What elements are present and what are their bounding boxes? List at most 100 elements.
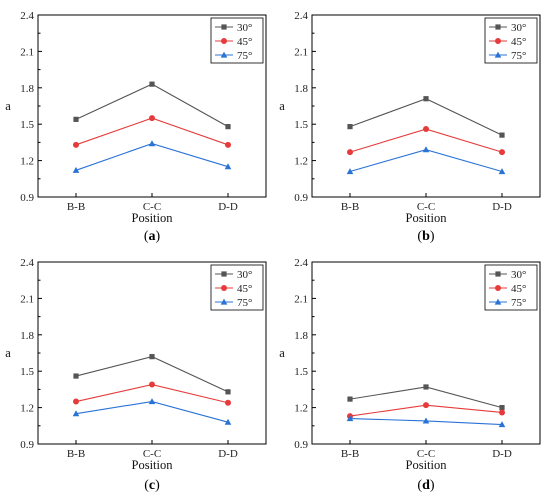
legend-marker [494,51,502,58]
legend-marker [220,298,228,305]
x-axis-title: Position [406,211,448,225]
y-tick-label: 1.5 [294,119,308,131]
panel-label: (b) [417,229,434,244]
y-tick-label: 2.1 [20,293,34,305]
y-tick-label: 0.9 [20,192,34,204]
data-point [422,417,430,424]
y-tick-label: 1.5 [20,366,34,378]
legend-label: 30° [237,269,252,281]
chart-panel-3: 0.9 1.2 1.5 1.8 2.1 2.4 B-B C-C D-D Position a 30° 4… [5,257,267,493]
data-point [225,399,231,406]
series-line-3 [75,143,229,171]
legend-marker [495,271,501,277]
y-axis-title: a [279,99,285,113]
data-point [72,166,80,173]
y-tick-label: 1.8 [294,83,308,95]
data-point [149,81,155,87]
chart-panel-1: 0.9 1.2 1.5 1.8 2.1 2.4 B-B C-C D-D Position a 30° 4… [5,10,267,244]
x-tick-label: C-C [143,201,161,213]
y-axis-title: a [5,99,11,113]
y-tick-label: 1.2 [20,156,34,168]
data-point [225,389,231,395]
data-point [73,141,79,148]
data-point [422,146,430,153]
data-point [347,396,353,402]
data-point [423,126,429,133]
data-point [225,141,231,148]
x-axis-title: Position [132,211,174,225]
y-axis-title: a [5,346,11,360]
legend-marker [495,285,501,291]
y-tick-label: 2.1 [294,46,308,58]
data-point [73,116,79,122]
series-line-3 [349,149,503,173]
data-point [148,140,156,147]
legend-label: 45° [237,36,252,48]
data-point [149,115,155,122]
data-point [72,410,80,417]
data-point [347,149,353,156]
x-tick-label: D-D [492,201,512,213]
legend-label: 75° [511,297,526,309]
x-tick-label: B-B [341,201,359,213]
data-point [499,132,505,138]
legend-marker [221,38,227,44]
legend-marker [221,271,227,277]
legend-marker [221,285,227,291]
x-tick-label: C-C [417,448,435,460]
data-point [499,149,505,156]
data-point [224,163,232,170]
y-tick-label: 2.1 [294,293,308,305]
y-tick-label: 1.8 [20,83,34,95]
legend-marker [494,298,502,305]
series-line-3 [75,400,229,423]
y-axis-title: a [279,346,285,360]
legend-label: 75° [237,50,252,62]
y-tick-label: 2.4 [294,10,308,22]
data-point [346,168,354,175]
x-tick-label: B-B [67,448,85,460]
data-point [225,124,231,130]
x-axis-title: Position [132,458,174,472]
legend-label: 45° [511,283,526,295]
y-tick-label: 2.4 [20,257,34,269]
data-point [423,384,429,390]
data-point [224,418,232,425]
x-tick-label: D-D [492,448,512,460]
x-tick-label: D-D [218,201,238,213]
y-tick-label: 1.5 [294,366,308,378]
legend-label: 75° [511,50,526,62]
data-point [423,96,429,102]
y-tick-label: 0.9 [294,192,308,204]
legend-label: 30° [511,22,526,34]
y-tick-label: 1.5 [20,119,34,131]
data-point [347,124,353,130]
legend-label: 45° [511,36,526,48]
legend-label: 75° [237,297,252,309]
data-point [149,354,155,360]
x-tick-label: C-C [417,201,435,213]
y-tick-label: 1.2 [294,403,308,415]
y-tick-label: 1.8 [20,330,34,342]
data-point [149,381,155,388]
legend-marker [495,38,501,44]
legend-marker [495,24,501,30]
panel-label: (c) [144,478,160,493]
y-tick-label: 0.9 [20,439,34,451]
legend-label: 45° [237,283,252,295]
x-tick-label: B-B [67,201,85,213]
y-tick-label: 0.9 [294,439,308,451]
x-tick-label: C-C [143,448,161,460]
y-tick-label: 1.2 [20,403,34,415]
y-tick-label: 2.4 [294,257,308,269]
legend-label: 30° [511,269,526,281]
panel-label: (d) [417,478,434,493]
legend-marker [221,24,227,30]
x-tick-label: B-B [341,448,359,460]
data-point [423,402,429,409]
x-tick-label: D-D [218,448,238,460]
data-point [148,398,156,405]
data-point [73,398,79,405]
